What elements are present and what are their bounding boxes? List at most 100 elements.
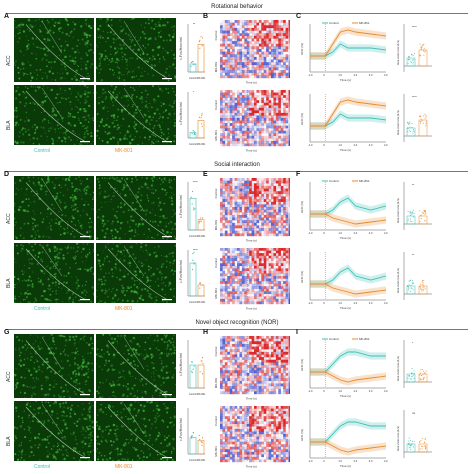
- heatmap-cell: [256, 199, 260, 202]
- heatmap-cell: [280, 230, 284, 234]
- heatmap-cell: [254, 413, 257, 417]
- heatmap-cell: [227, 357, 230, 360]
- heatmap-cell: [232, 265, 235, 269]
- heatmap-cell: [234, 380, 238, 384]
- data-point: [412, 282, 414, 284]
- heatmap-cell: [266, 178, 269, 181]
- heatmap-cell: [266, 436, 269, 440]
- heatmap-cell: [261, 25, 264, 29]
- bar: [418, 215, 428, 225]
- heatmap-cell: [283, 273, 286, 277]
- heatmap-cell: [222, 248, 226, 251]
- heatmap-cell: [222, 128, 226, 131]
- heatmap-cell: [283, 222, 286, 226]
- heatmap-cell: [249, 107, 252, 111]
- heatmap-cell: [237, 33, 240, 37]
- heatmap-cell: [261, 180, 264, 184]
- heatmap-cell: [224, 388, 228, 392]
- heatmap-cell: [271, 375, 274, 379]
- heatmap-cell: [232, 270, 235, 274]
- data-point: [410, 130, 412, 133]
- heatmap-cell: [271, 107, 274, 111]
- heatmap-cell: [266, 43, 269, 47]
- heatmap-cell: [271, 110, 274, 114]
- heatmap-cell: [244, 220, 247, 224]
- heatmap-cell: [249, 90, 252, 93]
- heatmap-cell: [263, 386, 267, 389]
- heatmap-cell: [254, 135, 257, 139]
- heatmap-cell: [254, 125, 257, 129]
- heatmap-cell: [220, 95, 223, 98]
- heatmap-cell: [278, 351, 281, 355]
- heatmap-cell: [220, 64, 223, 68]
- heatmap-cell: [285, 120, 289, 124]
- heatmap-cell: [271, 454, 274, 458]
- heatmap-cell: [271, 95, 274, 98]
- heatmap-cell: [232, 222, 235, 226]
- heatmap-cell: [234, 421, 238, 425]
- heatmap-cell: [278, 454, 281, 458]
- heatmap-cell: [271, 115, 274, 119]
- heatmap-cell: [251, 130, 255, 134]
- heatmap-cell: [273, 228, 277, 231]
- heatmap-cell: [273, 276, 277, 279]
- heatmap-cell: [232, 426, 235, 430]
- heatmap-cell: [278, 214, 281, 218]
- heatmap-cell: [280, 276, 284, 279]
- heatmap-cell: [254, 299, 257, 302]
- heatmap-cell: [261, 107, 264, 111]
- colorbar-cell: [288, 31, 290, 38]
- bar: [406, 57, 416, 67]
- heatmap-cell: [220, 426, 223, 430]
- data-point: [419, 377, 421, 380]
- heatmap-cell: [285, 286, 289, 289]
- heatmap-cell: [229, 288, 233, 292]
- heatmap-cell: [232, 46, 235, 50]
- heatmap-cell: [237, 178, 240, 181]
- heatmap-cell: [227, 100, 230, 103]
- heatmap-cell: [268, 411, 272, 414]
- heatmap-cell: [285, 212, 289, 216]
- heatmap-cell: [249, 265, 252, 269]
- heatmap-cell: [275, 64, 279, 68]
- heatmap-cell: [234, 449, 238, 453]
- heatmap-cell: [224, 188, 228, 192]
- heatmap-cell: [232, 115, 235, 119]
- heatmap-row-label: Control: [214, 188, 218, 198]
- data-point: [200, 35, 202, 38]
- heatmap-cell: [249, 380, 252, 384]
- heatmap-cell: [261, 293, 264, 297]
- heatmap-cell: [283, 436, 286, 440]
- heatmap-cell: [227, 185, 230, 189]
- heatmap-cell: [258, 362, 262, 366]
- heatmap-cell: [256, 110, 260, 114]
- heatmap-cell: [239, 41, 243, 44]
- heatmap-cell: [246, 105, 250, 109]
- heatmap-cell: [285, 105, 289, 109]
- heatmap-cell: [283, 225, 286, 229]
- heatmap-cell: [234, 426, 238, 430]
- heatmap-cell: [273, 54, 277, 58]
- heatmap-cell: [278, 354, 281, 358]
- heatmap-cell: [227, 54, 230, 58]
- heatmap-cell: [271, 365, 274, 368]
- data-point: [424, 211, 426, 213]
- heatmap-cell: [275, 27, 279, 31]
- heatmap-cell: [254, 336, 257, 339]
- heatmap-cell: [251, 22, 255, 26]
- data-point: [202, 284, 204, 286]
- micrograph-acc-control: [14, 18, 94, 82]
- heatmap-cell: [263, 283, 267, 287]
- section-title: Social interaction: [214, 162, 260, 168]
- heatmap-cell: [224, 220, 228, 224]
- heatmap-cell: [220, 120, 223, 124]
- heatmap-cell: [229, 138, 233, 142]
- heatmap-cell: [251, 123, 255, 126]
- heatmap-cell: [285, 248, 289, 251]
- heatmap-cell: [224, 22, 228, 26]
- heatmap-cell: [224, 431, 228, 435]
- heatmap-cell: [239, 193, 243, 197]
- heatmap-cell: [285, 296, 289, 300]
- heatmap-cell: [271, 372, 274, 376]
- colorbar-cell: [288, 417, 290, 423]
